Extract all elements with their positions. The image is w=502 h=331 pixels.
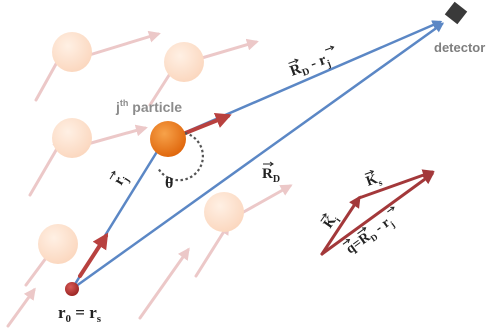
position-vectors	[70, 20, 445, 291]
source-label: r0 = rs	[58, 303, 102, 325]
momentum-triangle	[320, 169, 435, 256]
svg-text:q=RD - rj: q=RD - rj	[344, 214, 397, 259]
jth-particle	[150, 121, 186, 157]
vector-K-i	[320, 195, 361, 256]
svg-text:Ks: Ks	[364, 171, 384, 192]
K-s-label: Ks	[364, 169, 384, 192]
faint-particle	[164, 42, 204, 82]
faint-beam-arrows	[6, 30, 293, 328]
faint-particle	[38, 224, 78, 264]
faint-arrow	[238, 184, 293, 216]
K-i-label: Ki	[320, 211, 343, 232]
faint-particles	[38, 32, 244, 264]
faint-arrow	[194, 222, 230, 278]
jth-particle-label: jth particle	[115, 98, 182, 115]
faint-particle	[52, 118, 92, 158]
faint-arrow	[193, 38, 259, 62]
faint-arrow	[6, 287, 36, 328]
r-j-label: rj	[109, 170, 132, 190]
q-label: q=RD - rj	[342, 206, 397, 259]
incident-beam-arrow	[78, 232, 109, 278]
detector-label: detector	[434, 40, 485, 55]
R-D-label: RD	[262, 161, 280, 185]
vector-q	[320, 172, 435, 256]
svg-text:Ki: Ki	[321, 211, 343, 232]
vector-R-D	[70, 22, 445, 291]
vector-K-s	[357, 169, 435, 200]
svg-text:RD: RD	[262, 166, 280, 185]
detector-icon	[444, 1, 468, 25]
theta-label: θ	[165, 175, 173, 192]
faint-arrow	[84, 30, 161, 58]
svg-text:RD - rj: RD - rj	[288, 51, 333, 83]
faint-arrow	[82, 124, 148, 147]
svg-text:rj: rj	[111, 171, 132, 190]
faint-particle	[52, 32, 92, 72]
theta-arc	[157, 131, 205, 182]
faint-arrow	[138, 247, 190, 320]
source-point	[65, 282, 79, 296]
R-D-minus-r-j-label: RD - rj	[288, 45, 335, 83]
faint-particle	[204, 192, 244, 232]
